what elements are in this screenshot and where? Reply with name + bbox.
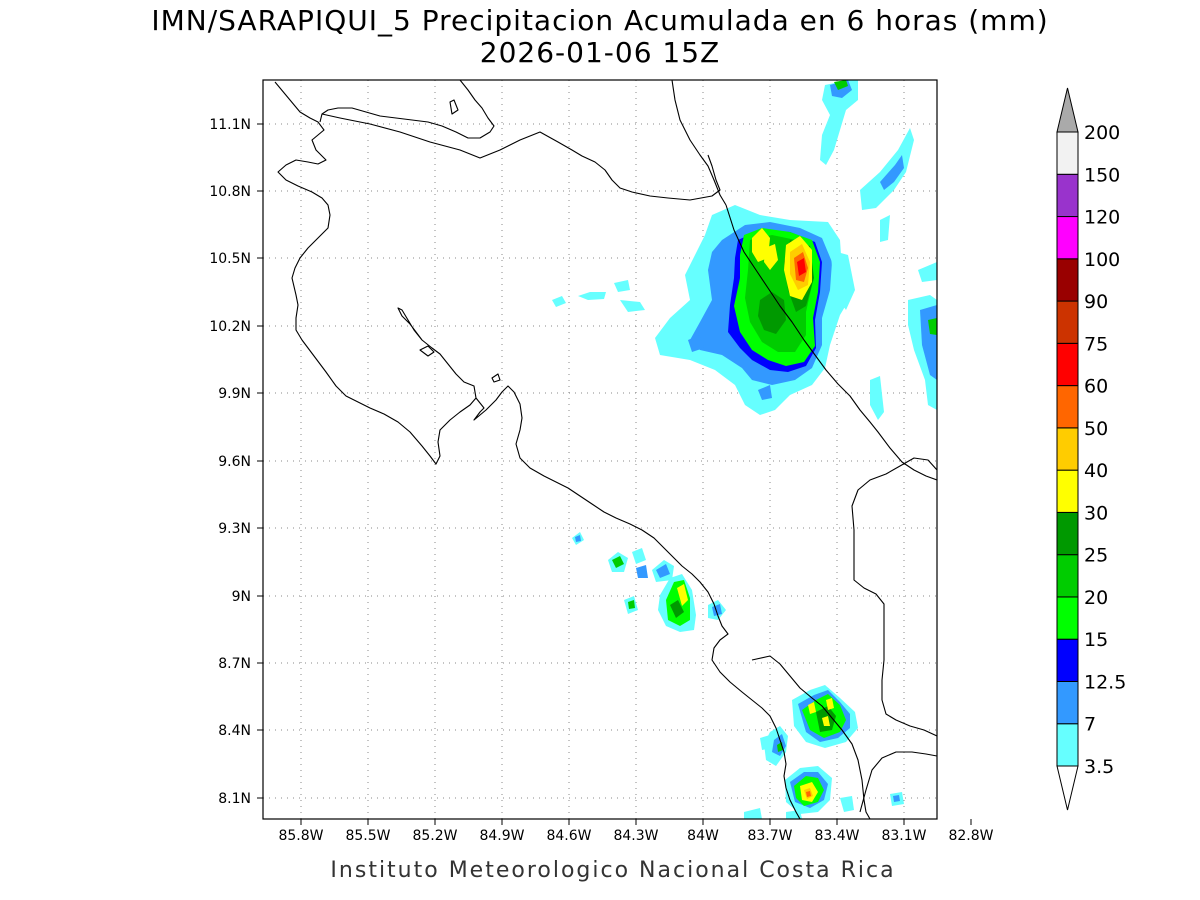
lat-tick-label: 10.2N	[209, 319, 251, 335]
colorbar-swatch	[1056, 596, 1079, 640]
colorbar-swatch	[1056, 511, 1079, 556]
colorbar-swatch	[1056, 680, 1079, 725]
map-frame	[262, 79, 938, 820]
lon-tick-label: 84W	[687, 828, 719, 844]
colorbar-level-label: 90	[1084, 291, 1108, 313]
colorbar-swatch	[1056, 173, 1079, 218]
longitude-axis: 85.8W 85.5W 85.2W 84.9W 84.6W 84.3W 84W 83.7W 83…	[278, 819, 994, 844]
colorbar-level-label: 100	[1084, 249, 1120, 271]
lon-tick-label: 83.4W	[814, 828, 859, 844]
lat-tick-label: 8.1N	[218, 791, 251, 807]
precip-streak-northeast	[820, 80, 937, 420]
colorbar-level-label: 12.5	[1084, 671, 1126, 693]
colorbar-swatch	[1056, 638, 1079, 682]
lat-tick-label: 8.4N	[218, 723, 251, 739]
lat-tick-label: 9.3N	[218, 521, 251, 537]
graticule	[263, 80, 937, 819]
colorbar-swatch	[1056, 469, 1079, 513]
colorbar-level-label: 150	[1084, 164, 1120, 186]
colorbar-level-label: 60	[1084, 376, 1108, 398]
colorbar-level-label: 40	[1084, 460, 1108, 482]
colorbar-level-label: 7	[1084, 714, 1096, 736]
colorbar-swatch	[1056, 258, 1079, 302]
lon-tick-label: 84.9W	[479, 828, 524, 844]
colorbar-swatch	[1056, 342, 1079, 387]
colorbar-under-triangle	[1056, 765, 1079, 811]
precip-cluster-south	[744, 685, 904, 819]
colorbar-level-label: 120	[1084, 207, 1120, 229]
latitude-axis: 11.1N 10.8N 10.5N 10.2N 9.9N 9.6N 9.3N 9N 8.7N 8.…	[209, 117, 263, 807]
lon-tick-label: 85.2W	[412, 828, 457, 844]
coastlines-borders	[274, 80, 937, 819]
colorbar-swatch	[1056, 723, 1079, 767]
colorbar-swatch	[1056, 554, 1079, 598]
colorbar-swatch	[1056, 427, 1079, 471]
lat-tick-label: 11.1N	[209, 117, 251, 133]
lon-tick-label: 82.8W	[948, 828, 993, 844]
lon-tick-label: 83.1W	[881, 828, 926, 844]
lat-tick-label: 8.7N	[218, 656, 251, 672]
map-valid-time: 2026-01-06 15Z	[480, 36, 720, 69]
colorbar-level-label: 20	[1084, 587, 1108, 609]
lat-tick-label: 10.5N	[209, 251, 251, 267]
colorbar-level-label: 3.5	[1084, 756, 1114, 778]
colorbar-over-triangle	[1056, 87, 1079, 133]
colorbar-swatch	[1056, 300, 1079, 344]
lon-tick-label: 84.6W	[546, 828, 591, 844]
colorbar-legend: 3.5 7 12.5 15 20 25 30 40 50 60 75 90 100 120 150 200	[1056, 87, 1126, 811]
credit-footer: Instituto Meteorologico Nacional Costa R…	[330, 858, 895, 883]
lon-tick-label: 85.8W	[278, 828, 323, 844]
lat-tick-label: 9.9N	[218, 386, 251, 402]
precip-cluster-north	[552, 205, 852, 415]
colorbar-level-label: 25	[1084, 545, 1108, 567]
colorbar-level-label: 200	[1084, 122, 1120, 144]
lon-tick-label: 84.3W	[613, 828, 658, 844]
colorbar-swatch	[1056, 385, 1079, 429]
precip-cluster-pacific	[572, 532, 726, 632]
colorbar-level-label: 50	[1084, 418, 1108, 440]
colorbar-level-label: 75	[1084, 333, 1108, 355]
colorbar-swatch	[1056, 216, 1079, 260]
map-title: IMN/SARAPIQUI_5 Precipitacion Acumulada …	[151, 4, 1048, 37]
map-panel	[263, 80, 937, 819]
lon-tick-label: 83.7W	[747, 828, 792, 844]
lat-tick-label: 10.8N	[209, 184, 251, 200]
colorbar-swatch	[1056, 131, 1079, 175]
lat-tick-label: 9.6N	[218, 454, 251, 470]
lon-tick-label: 85.5W	[345, 828, 390, 844]
colorbar-level-label: 30	[1084, 502, 1108, 524]
lat-tick-label: 9N	[232, 589, 251, 605]
colorbar-level-label: 15	[1084, 629, 1108, 651]
